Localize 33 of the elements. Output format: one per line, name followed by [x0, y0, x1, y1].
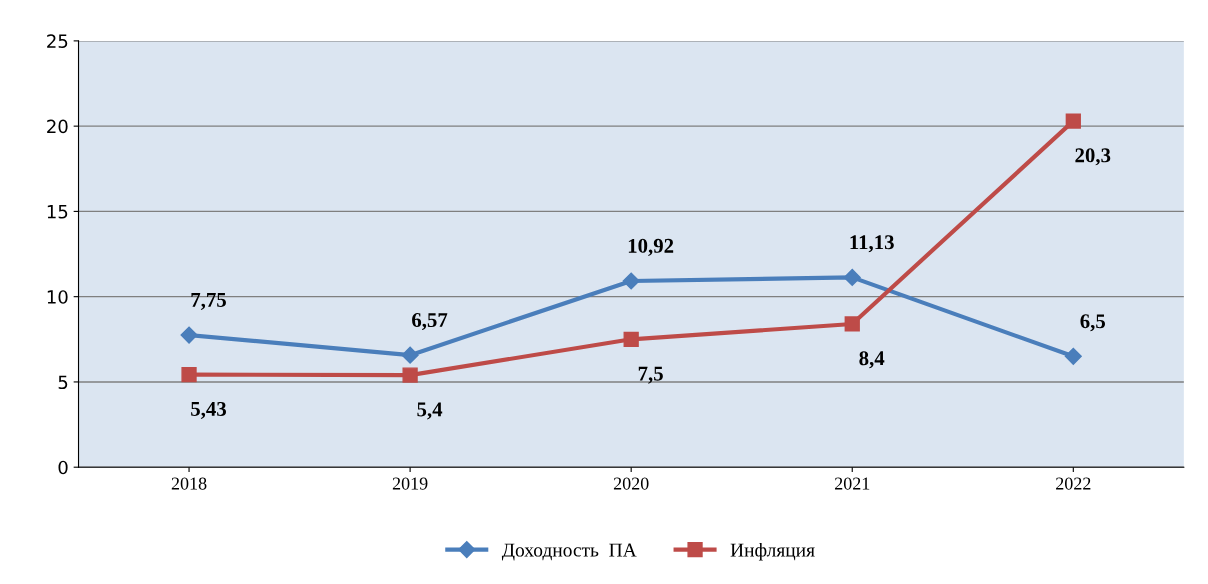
point	[401, 346, 419, 364]
y-tick-label: 5	[58, 375, 68, 390]
legend-label: Инфляция	[730, 542, 815, 561]
data-label: 8,4	[859, 351, 885, 369]
point	[180, 326, 198, 344]
x-tick-label: 2021	[834, 477, 870, 490]
x-tick-label: 2022	[1056, 477, 1091, 490]
point	[623, 331, 639, 347]
point	[181, 366, 197, 383]
data-label: 7,5	[638, 366, 663, 384]
x-tick-label: 2019	[392, 477, 428, 490]
data-label: 10,92	[628, 238, 674, 256]
legend-label: Доходность ПА	[501, 543, 637, 561]
data-label: 5,43	[191, 401, 227, 419]
y-tick-label: 15	[47, 205, 68, 219]
y-tick-label: 0	[58, 460, 68, 475]
data-label: 11,13	[850, 235, 894, 253]
point	[844, 316, 860, 332]
point	[622, 272, 640, 290]
data-label: 20,3	[1075, 148, 1111, 166]
y-tick-label: 20	[47, 119, 68, 134]
point	[843, 268, 861, 286]
data-label: 6,57	[412, 313, 448, 331]
point	[402, 367, 418, 383]
y-tick-label: 25	[47, 34, 68, 48]
data-label: 7,75	[191, 293, 226, 310]
x-tick-label: 2020	[613, 477, 649, 490]
data-label: 5,4	[417, 402, 443, 420]
x-tick-label: 2018	[171, 477, 207, 490]
y-tick-label: 10	[47, 290, 68, 304]
point	[1065, 113, 1081, 129]
point	[1064, 347, 1082, 365]
data-label: 6,5	[1080, 314, 1106, 332]
